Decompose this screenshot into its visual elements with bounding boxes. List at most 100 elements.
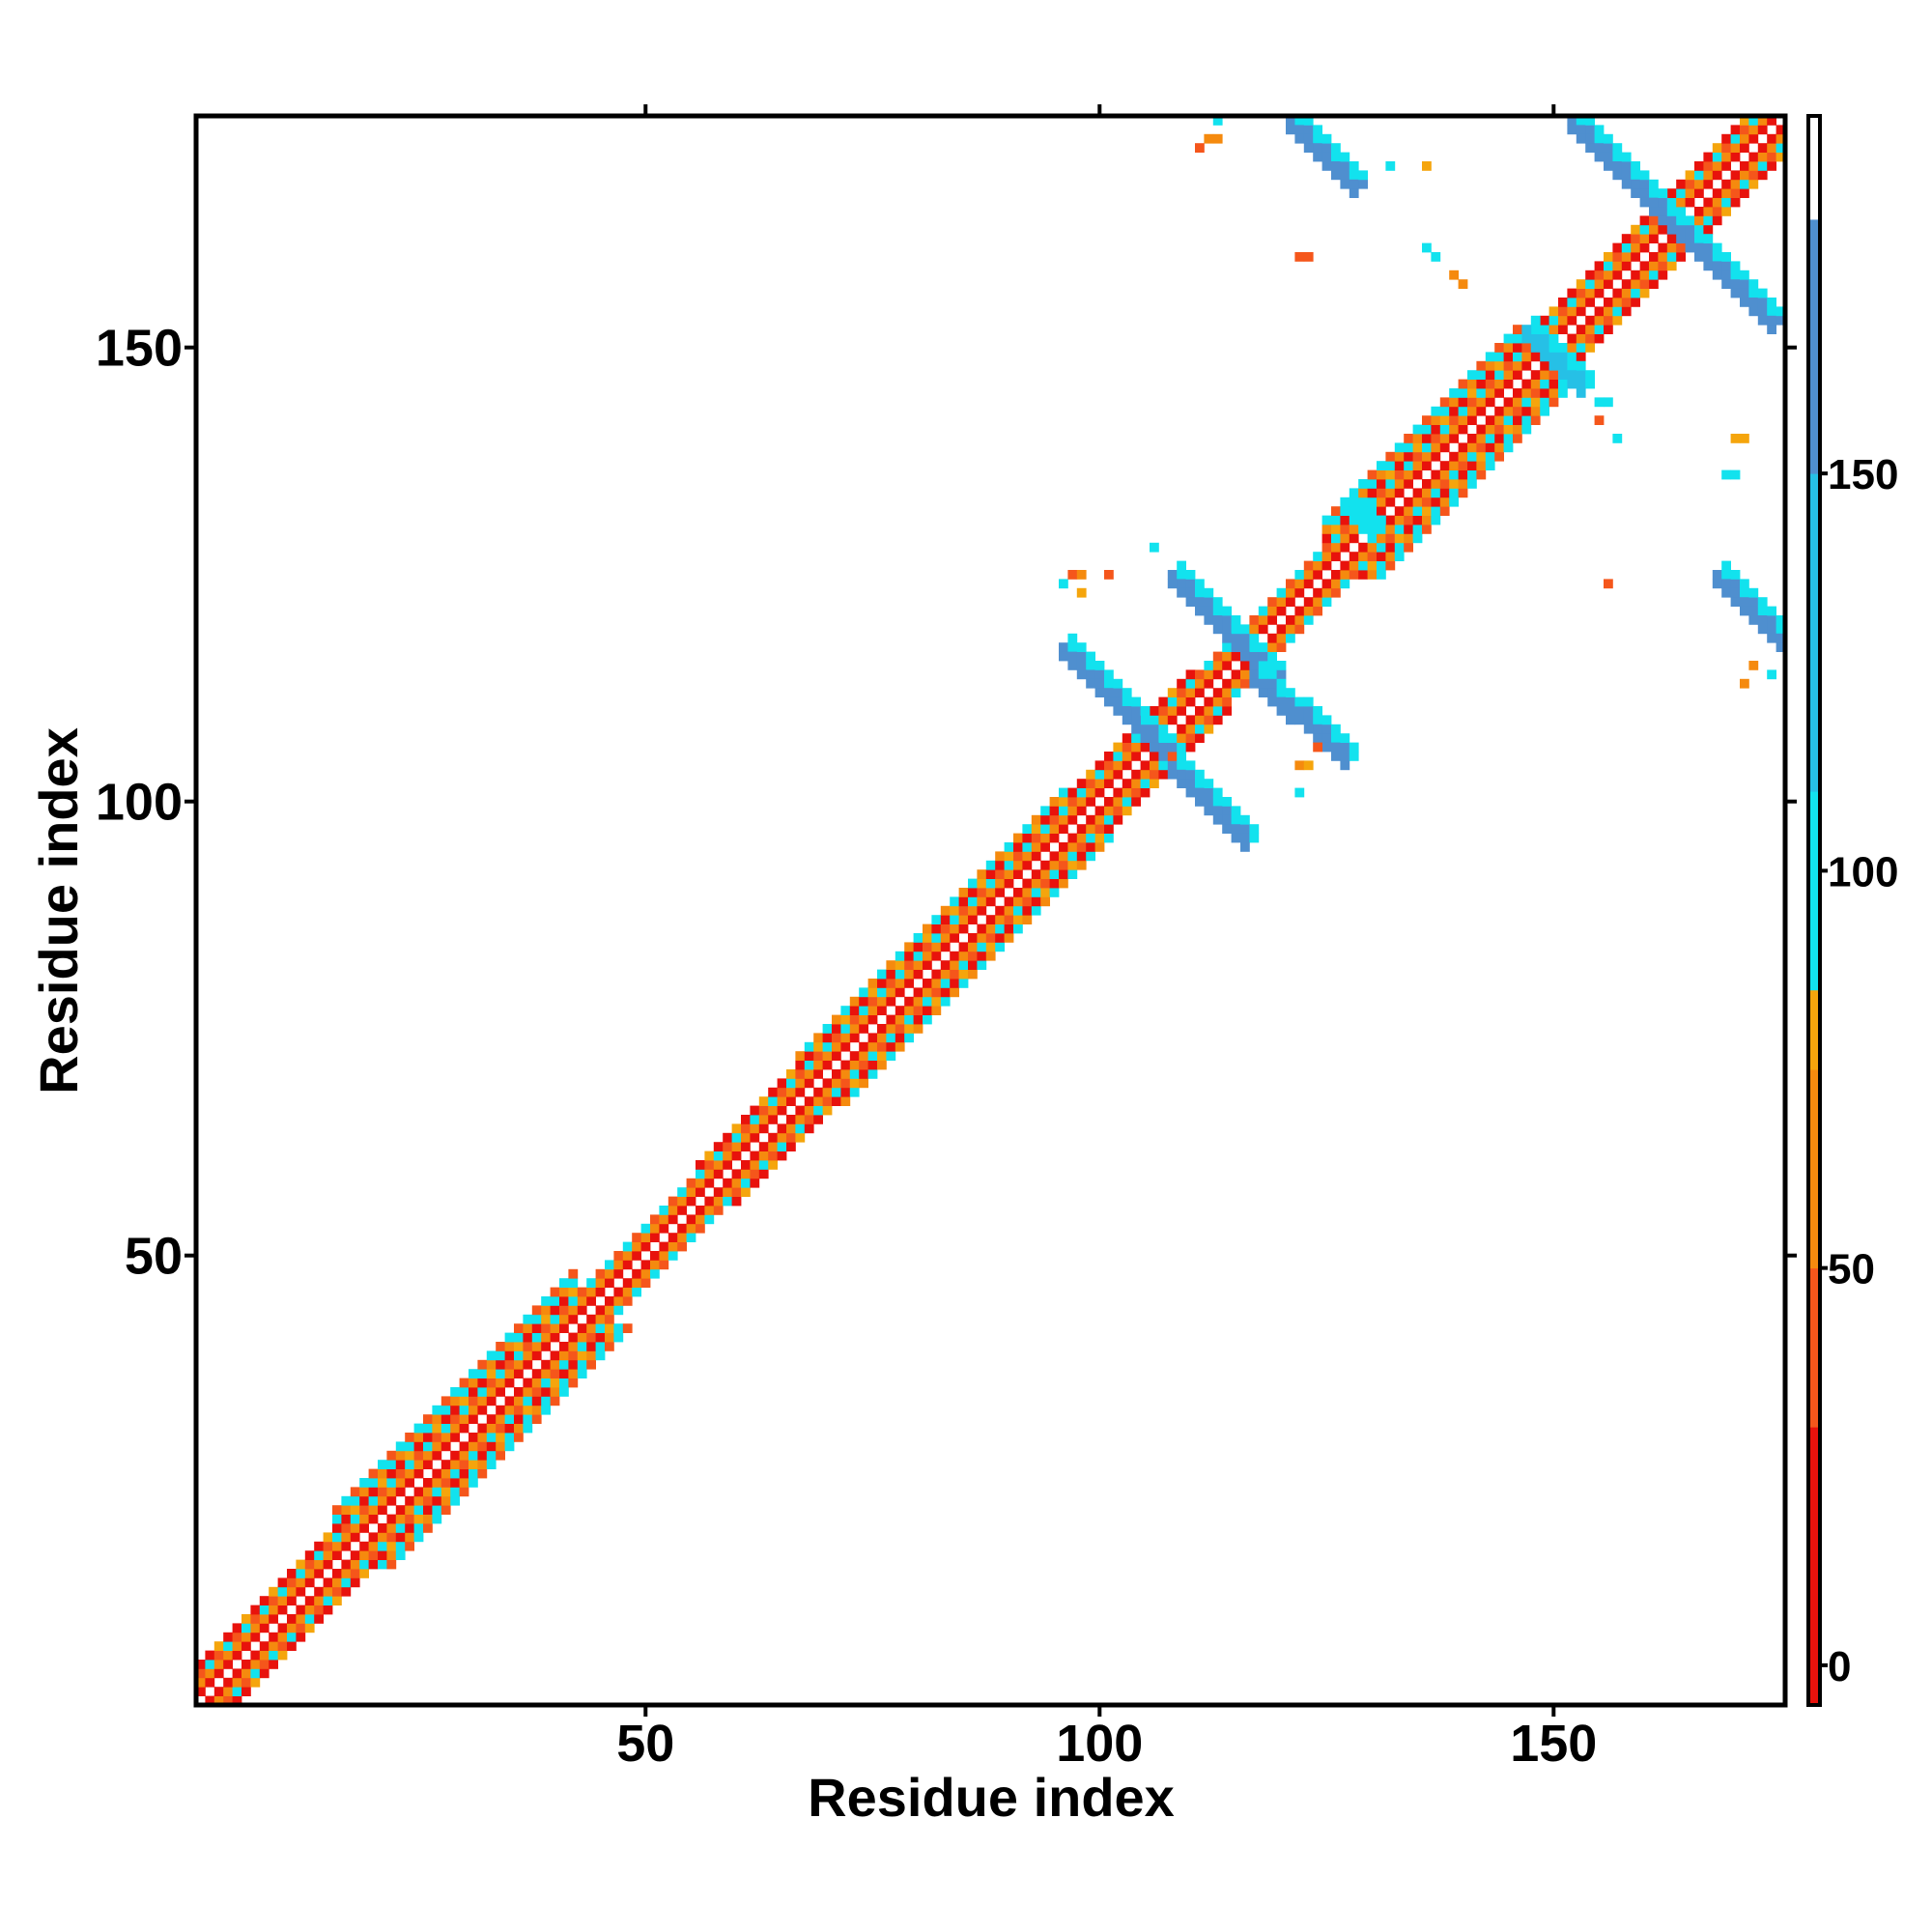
heatmap-cell <box>1503 360 1514 371</box>
heatmap-cell <box>1049 806 1060 816</box>
heatmap-cell <box>741 1115 751 1124</box>
heatmap-cell <box>1776 306 1786 317</box>
heatmap-cell <box>1040 860 1050 870</box>
heatmap-cell <box>1177 779 1186 788</box>
heatmap-cell <box>1222 642 1232 652</box>
heatmap-cell <box>1067 833 1078 843</box>
heatmap-cell <box>1076 833 1087 843</box>
heatmap-cell <box>1231 824 1241 834</box>
heatmap-cell <box>440 1487 451 1497</box>
heatmap-cell <box>205 1677 215 1688</box>
heatmap-cell <box>1140 742 1151 753</box>
heatmap-cell <box>1059 787 1068 798</box>
heatmap-cell <box>1331 533 1341 544</box>
heatmap-cell <box>1503 397 1514 408</box>
heatmap-cell <box>849 1069 860 1079</box>
heatmap-cell <box>1067 651 1078 662</box>
heatmap-cell <box>913 942 923 952</box>
heatmap-cell <box>1185 678 1196 689</box>
heatmap-cell <box>1404 533 1413 544</box>
heatmap-cell <box>1195 606 1205 616</box>
heatmap-cell <box>1212 787 1223 798</box>
heatmap-cell <box>1231 806 1241 816</box>
heatmap-cell <box>1249 678 1260 689</box>
heatmap-cell <box>1195 688 1205 697</box>
heatmap-cell <box>1721 261 1731 271</box>
heatmap-cell <box>1404 497 1413 507</box>
heatmap-cell <box>1649 279 1659 289</box>
heatmap-cell <box>1576 388 1586 398</box>
heatmap-cell <box>1113 769 1123 780</box>
heatmap-cell <box>977 923 987 934</box>
heatmap-cell <box>931 933 942 943</box>
heatmap-cell <box>1666 242 1677 253</box>
heatmap-cell <box>1730 179 1741 189</box>
heatmap-cell <box>1294 715 1305 725</box>
heatmap-cell <box>940 923 951 934</box>
heatmap-cell <box>332 1596 342 1605</box>
heatmap-cell <box>1185 696 1196 707</box>
heatmap-cell <box>531 1414 542 1424</box>
heatmap-cell <box>531 1323 542 1333</box>
heatmap-cell <box>514 1396 524 1406</box>
heatmap-cell <box>977 869 987 879</box>
heatmap-cell <box>1212 597 1223 607</box>
heatmap-cell <box>1658 207 1668 216</box>
heatmap-cell <box>1576 306 1586 317</box>
heatmap-cell <box>1694 170 1704 181</box>
heatmap-cell <box>459 1487 469 1497</box>
heatmap-cell <box>332 1577 342 1588</box>
heatmap-cell <box>1059 814 1068 825</box>
heatmap-cell <box>1313 152 1322 162</box>
colorbar-band <box>1808 473 1820 792</box>
heatmap-cell <box>1377 488 1386 498</box>
heatmap-cell <box>895 1041 905 1052</box>
heatmap-cell <box>977 951 987 961</box>
heatmap-cell <box>1631 252 1640 262</box>
heatmap-cell <box>1604 325 1613 334</box>
heatmap-cell <box>1276 642 1287 652</box>
heatmap-cell <box>904 960 914 970</box>
heatmap-cell <box>1212 814 1223 825</box>
heatmap-cell <box>1476 442 1487 453</box>
heatmap-cell <box>196 1687 206 1696</box>
heatmap-cell <box>1485 388 1495 398</box>
heatmap-cell <box>758 1169 769 1179</box>
heatmap-cell <box>287 1641 297 1651</box>
heatmap-cell <box>440 1423 451 1434</box>
heatmap-cell <box>1031 888 1041 897</box>
heatmap-cell <box>622 1323 633 1333</box>
heatmap-cell <box>832 1024 841 1034</box>
heatmap-cell <box>405 1468 414 1479</box>
heatmap-cell <box>1321 133 1332 144</box>
heatmap-cell <box>586 1287 596 1297</box>
heatmap-cell <box>1313 606 1322 616</box>
heatmap-cell <box>977 878 987 889</box>
heatmap-cell <box>1104 688 1114 697</box>
heatmap-cell <box>1612 298 1623 307</box>
heatmap-cell <box>378 1550 387 1560</box>
heatmap-cell <box>1676 197 1686 208</box>
heatmap-cell <box>269 1632 278 1642</box>
heatmap-cell <box>1303 615 1314 625</box>
heatmap-cell <box>1639 279 1650 289</box>
heatmap-cell <box>1150 733 1159 743</box>
heatmap-cell <box>1639 288 1650 298</box>
heatmap-cell <box>1031 824 1041 834</box>
heatmap-cell <box>1748 597 1759 607</box>
heatmap-cell <box>686 1178 696 1188</box>
heatmap-cell <box>1204 696 1214 707</box>
heatmap-cell <box>704 1169 715 1179</box>
heatmap-cell <box>1467 397 1477 408</box>
heatmap-cell <box>659 1223 669 1234</box>
heatmap-cell <box>923 960 932 970</box>
heatmap-cell <box>568 1350 579 1361</box>
heatmap-cell <box>1412 506 1423 516</box>
heatmap-cell <box>613 1287 624 1297</box>
heatmap-cell <box>386 1523 397 1533</box>
heatmap-cell <box>514 1369 524 1378</box>
heatmap-cell <box>1212 661 1223 670</box>
heatmap-cell <box>1621 234 1632 243</box>
heatmap-cell <box>1013 851 1023 862</box>
heatmap-cell <box>378 1487 387 1497</box>
